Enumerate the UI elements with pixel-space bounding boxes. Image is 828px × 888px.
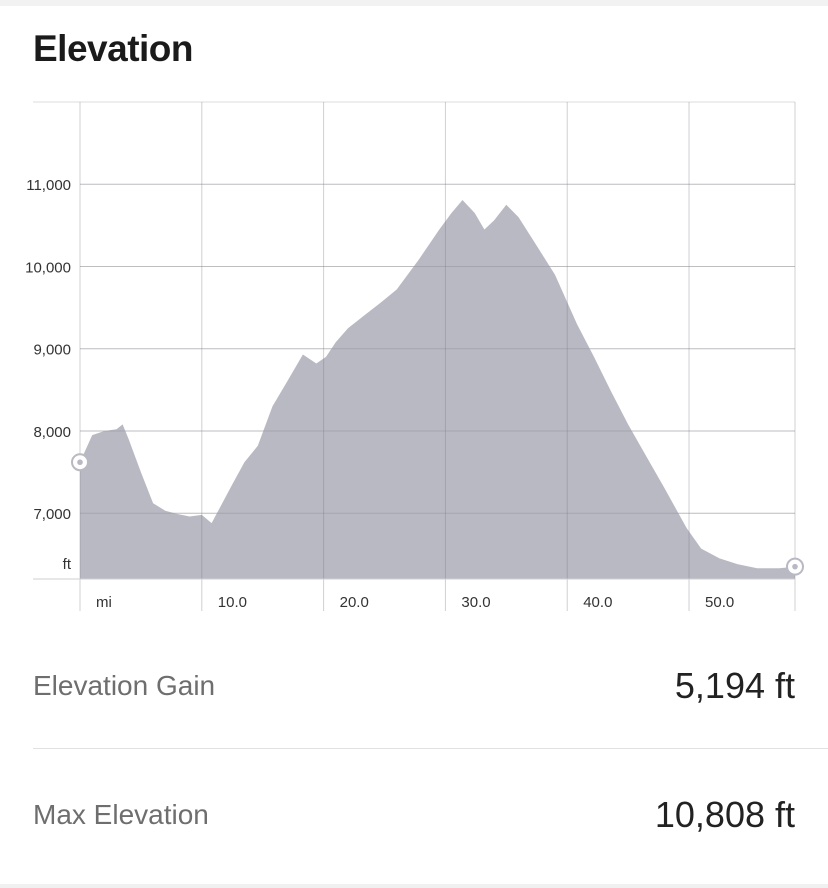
y-axis-unit-label: ft: [63, 556, 72, 573]
elevation-gain-label: Elevation Gain: [33, 670, 216, 701]
stat-row-max-elevation: Max Elevation 10,808 ft: [33, 785, 795, 845]
elevation-area: [80, 200, 795, 579]
y-tick-label: 8,000: [33, 424, 71, 441]
x-tick-label: 40.0: [583, 594, 612, 611]
x-tick-label: 10.0: [218, 594, 247, 611]
start-marker-dot: [77, 459, 83, 466]
x-tick-label: 50.0: [705, 594, 734, 611]
stat-row-elevation-gain: Elevation Gain 5,194 ft: [33, 656, 795, 716]
max-elevation-label: Max Elevation: [33, 799, 209, 830]
top-divider: [0, 0, 828, 6]
y-tick-label: 10,000: [25, 259, 71, 276]
bottom-divider: [0, 884, 828, 888]
end-marker-dot: [792, 563, 798, 570]
x-tick-label: 20.0: [340, 594, 369, 611]
stats-divider: [33, 748, 828, 749]
x-axis-unit-label: mi: [96, 594, 112, 611]
elevation-chart[interactable]: 7,000 8,000 9,000 10,000 11,000 ft mi 10.0 20.0 3…: [0, 90, 828, 620]
y-tick-label: 7,000: [33, 506, 71, 523]
elevation-gain-value: 5,194 ft: [674, 665, 795, 706]
y-tick-label: 11,000: [26, 177, 71, 194]
x-tick-label: 30.0: [461, 594, 490, 611]
section-title: Elevation: [33, 28, 194, 69]
max-elevation-value: 10,808 ft: [654, 794, 795, 835]
y-tick-label: 9,000: [33, 342, 71, 359]
